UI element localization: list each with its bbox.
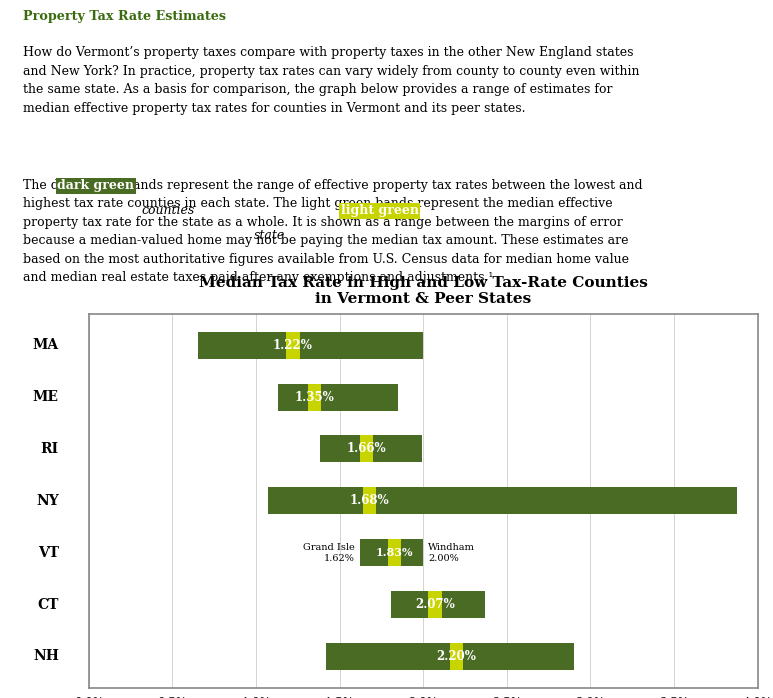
Bar [359,436,373,463]
Text: state: state [254,229,284,242]
Text: NY: NY [36,493,59,508]
Text: 1.22%: 1.22% [273,339,313,352]
Text: counties: counties [141,204,195,217]
Text: 2.07%: 2.07% [415,598,455,611]
Text: CT: CT [37,597,59,611]
Text: Windham
2.00%: Windham 2.00% [428,542,475,563]
Bar [391,591,485,618]
Bar [388,539,401,566]
Bar [326,643,574,670]
Text: The dark green bands represent the range of effective property tax rates between: The dark green bands represent the range… [23,179,643,284]
Text: VT: VT [38,546,59,560]
Text: dark green: dark green [57,179,135,192]
Text: Property Tax Rate Estimates: Property Tax Rate Estimates [23,10,226,23]
Bar [198,332,424,359]
Text: 1.83%: 1.83% [376,547,414,558]
Bar [286,332,299,359]
Bar [319,436,421,463]
Text: ME: ME [32,390,59,404]
Text: NH: NH [33,649,59,663]
Bar [308,384,322,410]
Text: 1.35%: 1.35% [295,391,335,403]
Text: Grand Isle
1.62%: Grand Isle 1.62% [303,542,355,563]
Title: Median Tax Rate in High and Low Tax-Rate Counties
in Vermont & Peer States: Median Tax Rate in High and Low Tax-Rate… [199,276,648,306]
Text: RI: RI [41,442,59,456]
Bar [428,591,441,618]
Text: 1.68%: 1.68% [350,494,390,507]
Text: How do Vermont’s property taxes compare with property taxes in the other New Eng: How do Vermont’s property taxes compare … [23,47,640,115]
Bar [267,487,737,514]
Bar [450,643,463,670]
Text: light green: light green [341,204,419,217]
Text: 2.20%: 2.20% [437,650,477,663]
Bar [363,487,376,514]
Bar [359,539,424,566]
Text: 1.66%: 1.66% [346,443,386,456]
Text: MA: MA [32,339,59,352]
Bar [278,384,398,410]
